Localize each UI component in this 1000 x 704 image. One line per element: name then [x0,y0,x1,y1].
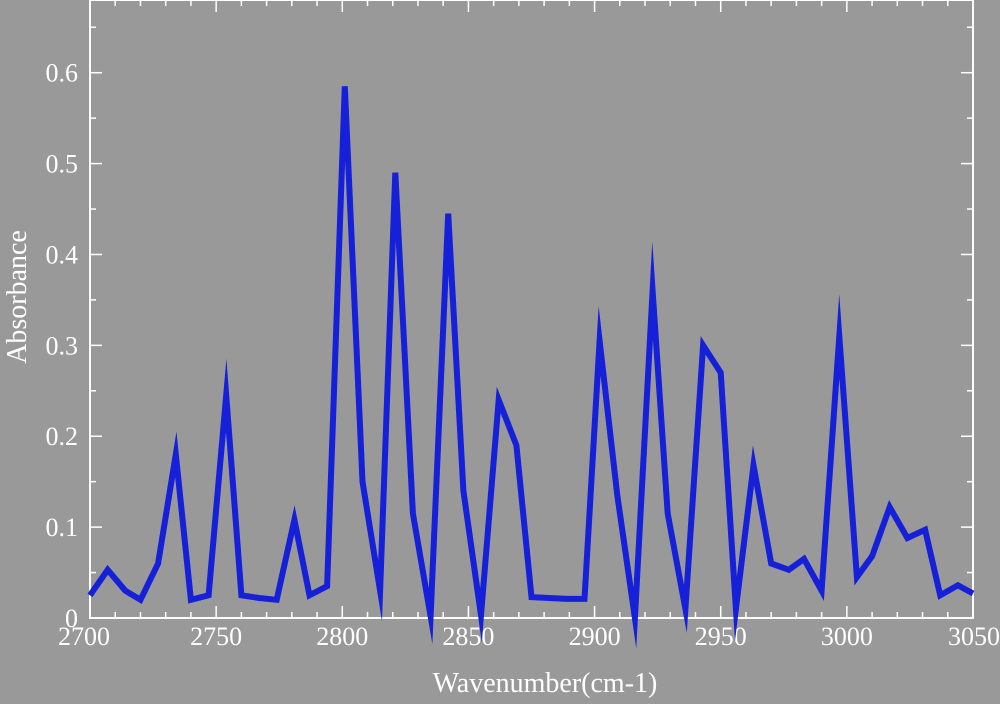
y-tick-label: 0.1 [46,513,79,542]
x-tick-label: 2750 [190,622,242,651]
plot-area-frame [89,0,974,619]
x-tick-label: 2950 [695,622,747,651]
y-tick-labels: 0 0.1 0.2 0.3 0.4 0.5 0.6 [46,59,79,633]
y-tick-label: 0.4 [46,240,79,269]
x-axis-title: Wavenumber(cm-1) [433,668,658,699]
y-tick-label: 0.2 [46,422,79,451]
x-tick-label: 2850 [442,622,494,651]
series-line [87,86,975,649]
y-axis-title: Absorbance [2,230,33,364]
y-tick-label: 0.5 [46,150,79,179]
x-tick-label: 2900 [569,622,621,651]
x-tick-label: 2800 [316,622,368,651]
x-tick-label: 2700 [58,622,110,651]
x-tick-labels: 2700 2750 2800 2850 2900 2950 3000 3050 [58,622,1000,651]
y-tick-label: 0 [65,604,78,633]
x-tick-label: 3050 [948,622,1000,651]
x-tick-label: 3000 [821,622,873,651]
y-tick-label: 0.6 [46,59,79,88]
y-tick-label: 0.3 [46,331,79,360]
axis-ticks [89,0,974,619]
